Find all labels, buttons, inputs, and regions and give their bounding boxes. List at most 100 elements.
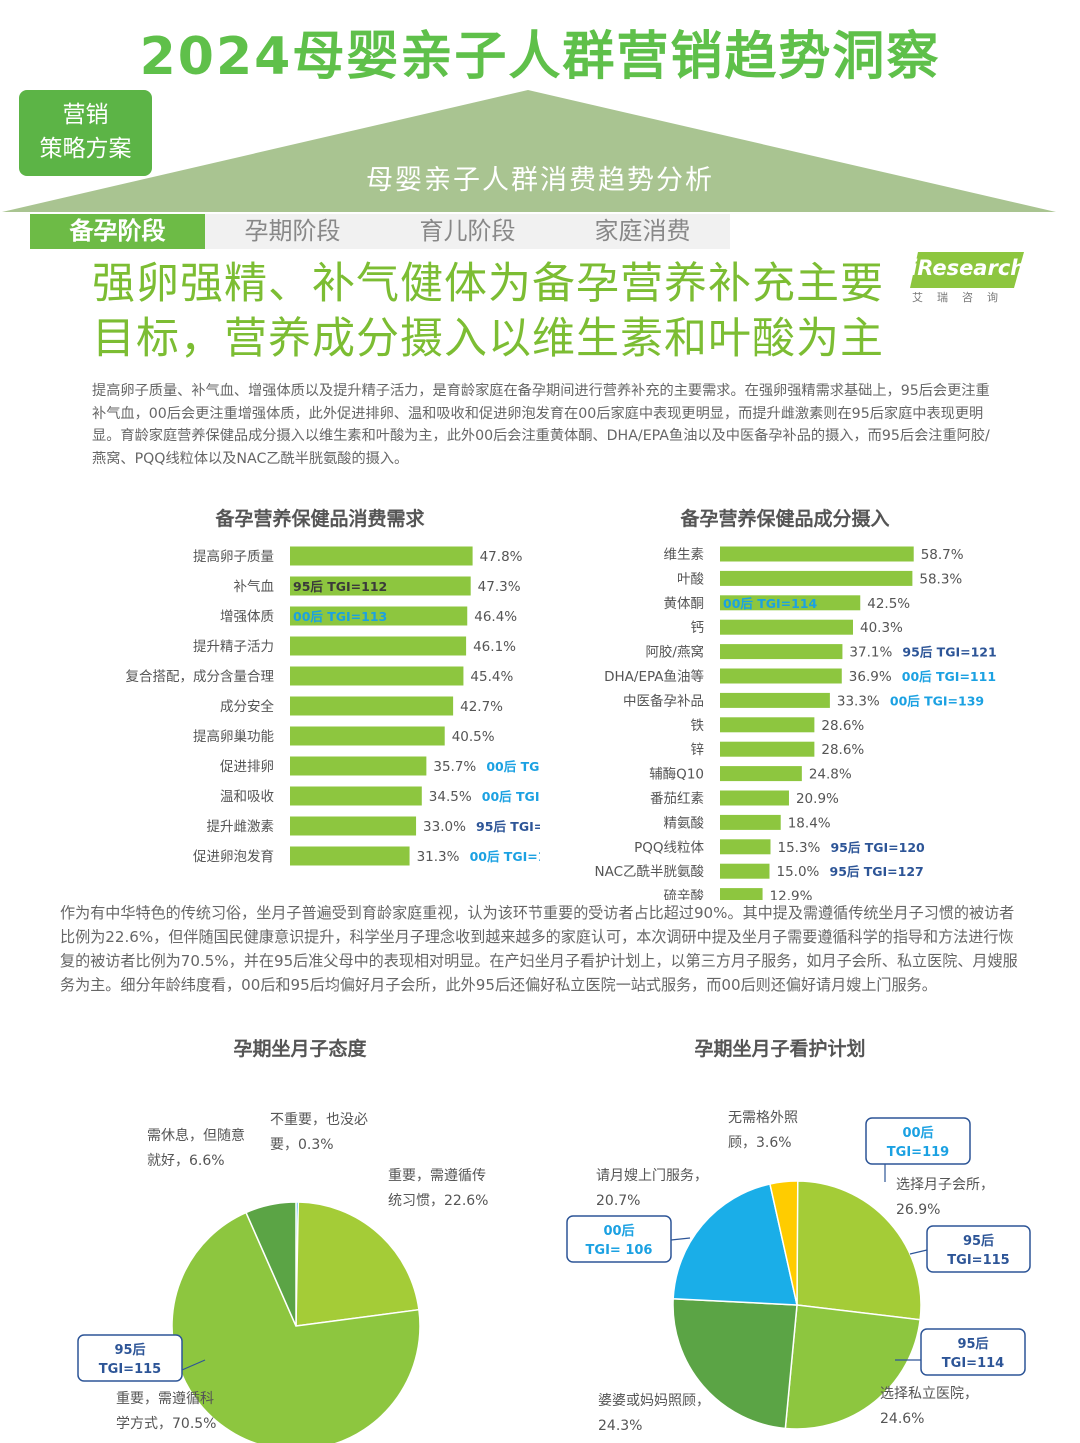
- badge-line-1: 营销: [62, 102, 109, 128]
- bar: [290, 696, 454, 716]
- value-label: 40.3%: [860, 620, 903, 636]
- slice-label: 选择月子会所，: [896, 1177, 994, 1193]
- category-label: PQQ线粒体: [634, 840, 704, 856]
- bar: [290, 786, 422, 806]
- category-label: 硫辛酸: [664, 889, 705, 900]
- tgi-callout-text: TGI=119: [887, 1145, 949, 1160]
- bar: [720, 692, 830, 708]
- tgi-callout-text: 95后: [957, 1336, 988, 1352]
- pie-slice: [171, 1211, 421, 1443]
- value-label: 40.5%: [452, 729, 495, 745]
- badge-line-2: 策略方案: [39, 136, 132, 162]
- tab-pregnancy[interactable]: 孕期阶段: [205, 214, 380, 249]
- bar: [290, 666, 464, 686]
- chart-demand: 提高卵子质量 47.8% 补气血 47.3% 95后 TGI=112 增强体质 46.4% 0…: [126, 546, 540, 866]
- slice-label: 顾，3.6%: [728, 1135, 792, 1151]
- slice-label: 不重要，也没必: [270, 1112, 368, 1128]
- slice-label: 选择私立医院，: [880, 1386, 978, 1402]
- slide-title-line-1: 强卵强精、补气健体为备孕营养补充主要: [92, 259, 884, 309]
- slice-label: 无需格外照: [728, 1110, 798, 1126]
- slice-label: 20.7%: [596, 1193, 640, 1209]
- category-label: 锌: [691, 742, 705, 758]
- value-label: 31.3%: [417, 849, 460, 865]
- callout-line: [909, 1249, 928, 1255]
- category-label: 番茄红素: [650, 790, 704, 807]
- tab-pre-pregnancy[interactable]: 备孕阶段: [30, 214, 205, 249]
- tab-family-consumption[interactable]: 家庭消费: [555, 214, 730, 249]
- chart-title-demand: 备孕营养保健品消费需求: [215, 508, 425, 530]
- value-label: 36.9%: [849, 669, 892, 685]
- slice-label: 要，0.3%: [270, 1137, 334, 1153]
- tgi-callout-text: 00后: [902, 1125, 933, 1141]
- tgi-callout-text: 95后: [963, 1233, 994, 1249]
- pie-slice: [672, 1183, 798, 1306]
- slice-label: 婆婆或妈妈照顾，: [598, 1393, 710, 1409]
- intro-paragraph: 提高卵子质量、补气血、增强体质以及提升精子活力，是育龄家庭在备孕期间进行营养补充…: [92, 383, 990, 468]
- slice-label: 26.9%: [896, 1202, 940, 1218]
- strategy-badge: 营销 策略方案: [19, 90, 152, 176]
- tgi-callout-text: TGI=114: [942, 1356, 1004, 1371]
- bar: [720, 863, 770, 879]
- value-label: 12.9%: [770, 889, 813, 900]
- slide-title-line-2: 目标，营养成分摄入以维生素和叶酸为主: [92, 314, 884, 364]
- pie-slice: [796, 1180, 922, 1321]
- value-label: 42.7%: [460, 699, 503, 715]
- tab-parenting[interactable]: 育儿阶段: [380, 214, 555, 249]
- main-title: 2024母婴亲子人群营销趋势洞察: [139, 27, 941, 87]
- tgi-callout-box: [926, 1225, 1031, 1273]
- bar: [720, 717, 815, 733]
- slice-label: 需休息，但随意: [147, 1127, 245, 1144]
- bar: [720, 644, 843, 660]
- category-label: 维生素: [664, 547, 705, 563]
- tgi-label: 95后 TGI=120: [830, 840, 925, 855]
- tgi-label: 00后 TGI=116: [482, 789, 540, 804]
- value-label: 33.0%: [423, 819, 466, 835]
- value-label: 47.3%: [478, 579, 521, 595]
- pie-slice: [245, 1201, 297, 1327]
- pie-slice: [784, 1304, 921, 1430]
- postpartum-paragraph: 作为有中华特色的传统习俗，坐月子普遍受到育龄家庭重视，认为该环节重要的受访者占比…: [60, 904, 1018, 994]
- slice-label: 请月嫂上门服务，: [596, 1168, 708, 1184]
- value-label: 18.4%: [788, 815, 831, 831]
- bar: [290, 846, 410, 866]
- slice-label: 24.6%: [880, 1411, 924, 1427]
- tgi-label: 95后 TGI=121: [902, 645, 996, 660]
- tgi-label: 00后 TGI=112: [486, 759, 540, 774]
- bar: [290, 606, 468, 626]
- tgi-callout-text: 95后: [114, 1342, 145, 1358]
- value-label: 28.6%: [821, 742, 864, 758]
- value-label: 35.7%: [433, 759, 476, 775]
- bar: [290, 756, 427, 776]
- bar: [720, 814, 781, 830]
- category-label: 增强体质: [220, 609, 274, 625]
- callout-line: [181, 1359, 206, 1371]
- category-label: 提高卵巢功能: [193, 728, 274, 745]
- category-label: 叶酸: [677, 571, 705, 587]
- slice-label: 统习惯，22.6%: [388, 1192, 488, 1209]
- bar: [290, 636, 467, 656]
- category-label: 复合搭配，成分含量合理: [126, 668, 275, 685]
- slice-label: 24.3%: [598, 1418, 642, 1434]
- category-label: 补气血: [234, 579, 275, 595]
- tgi-label: 00后 TGI=124: [470, 849, 540, 864]
- tgi-label: 95后 TGI=112: [476, 819, 540, 834]
- category-label: 钙: [691, 620, 705, 636]
- chart-title-attitude: 孕期坐月子态度: [233, 1038, 367, 1060]
- bar: [720, 888, 763, 900]
- bar: [290, 816, 417, 836]
- category-label: 辅酶Q10: [649, 767, 704, 783]
- value-label: 58.3%: [919, 571, 962, 587]
- bar: [290, 726, 445, 746]
- slice-label: 重要，需遵循传: [388, 1167, 486, 1184]
- bar: [720, 839, 771, 855]
- value-label: 15.3%: [777, 840, 820, 856]
- tgi-label: 00后 TGI=139: [890, 693, 984, 708]
- tgi-callout-box: [77, 1334, 183, 1382]
- bar: [290, 576, 471, 596]
- bar: [720, 766, 802, 782]
- pie-slice: [295, 1201, 420, 1327]
- tgi-label: 00后 TGI=113: [293, 609, 387, 624]
- tgi-label: 00后 TGI=111: [902, 669, 996, 684]
- iresearch-logo: [910, 252, 1024, 288]
